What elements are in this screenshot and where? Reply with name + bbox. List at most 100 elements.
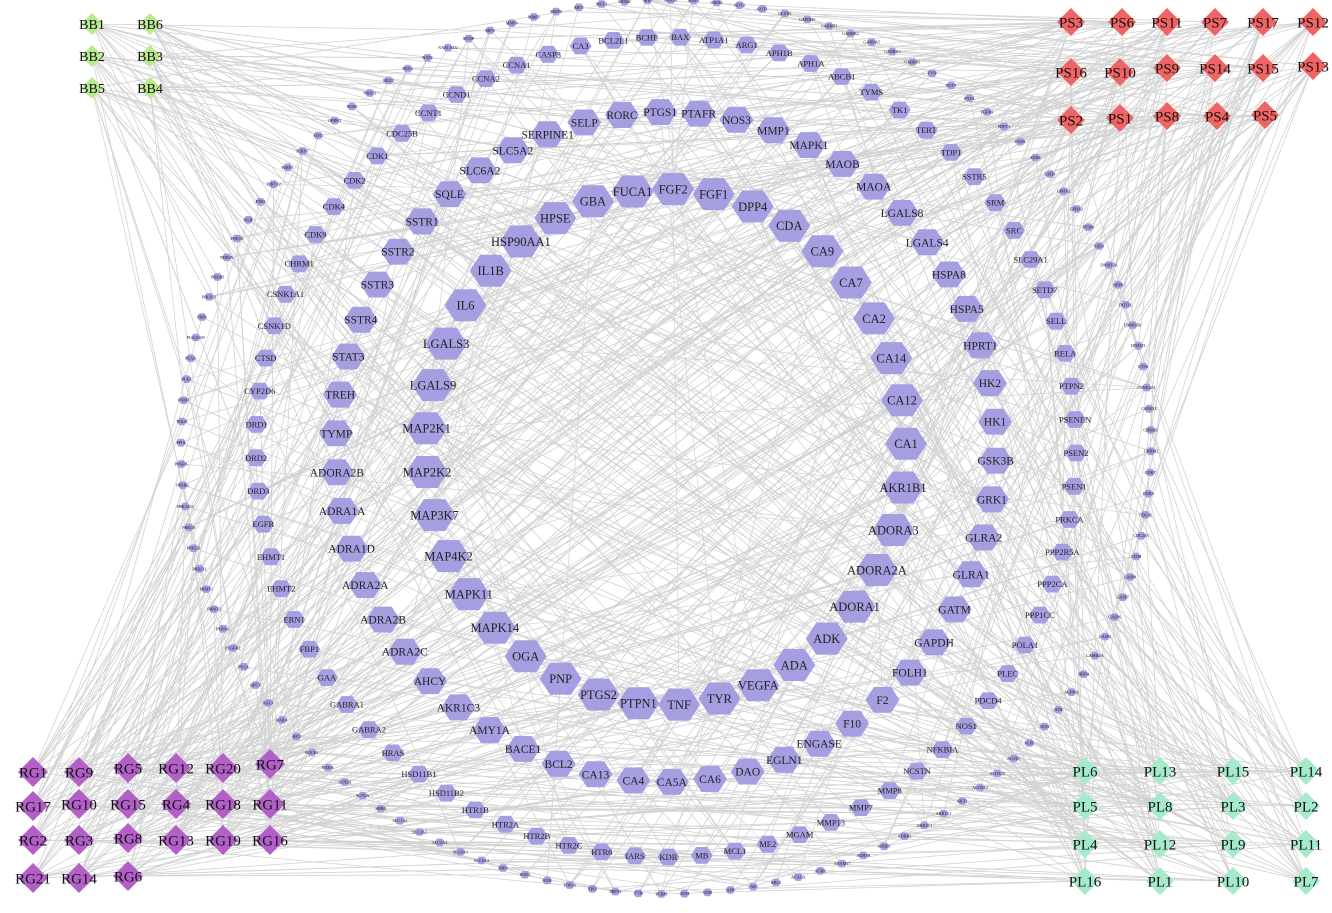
target-hexagon [665, 0, 676, 4]
target-label: F10 [843, 719, 861, 731]
target-label: PDE5A [220, 255, 233, 260]
edge-line [427, 471, 894, 531]
target-hexagon [247, 482, 270, 500]
target-label: NFKBIA [927, 745, 960, 755]
target-label: SETD7 [1032, 285, 1058, 295]
compound-diamond [255, 789, 285, 819]
target-label: NEU1 [402, 66, 413, 71]
edge-line [432, 52, 780, 386]
target-hexagon [830, 68, 853, 85]
compound-label: RG1 [19, 765, 47, 781]
edge-line [494, 556, 1137, 629]
edge-line [91, 87, 210, 297]
target-label: PTPN11 [216, 626, 230, 631]
target-label: AKT1 [957, 799, 968, 804]
edge-line [149, 23, 1005, 127]
target-label: GABRA5 [863, 40, 880, 45]
target-hexagon [865, 686, 900, 713]
target-hexagon [619, 0, 630, 6]
edge-line [209, 117, 1121, 298]
target-hexagon [306, 748, 317, 757]
target-node-epha2: EPHA2 [1070, 205, 1083, 213]
edge-line [1063, 191, 1161, 772]
target-label: PRKCQ [192, 566, 206, 571]
target-node-dpp4: DPP4 [731, 190, 774, 223]
target-node-kdr: KDR [657, 848, 680, 866]
target-hexagon [963, 332, 998, 359]
target-label: CDK5 [1143, 491, 1154, 496]
target-hexagon [611, 175, 654, 208]
target-label: ROCK1 [305, 750, 319, 755]
edge-line [181, 463, 894, 531]
target-label: P2RY12 [266, 182, 280, 187]
target-hexagon [669, 28, 692, 46]
target-node-arg1: ARG1 [736, 36, 758, 54]
edge-line [1094, 655, 1161, 845]
target-node-oga: OGA [504, 640, 547, 673]
compound-node-rg18: RG18 [205, 789, 241, 819]
target-label: MAP3K7 [410, 508, 459, 522]
target-hexagon [176, 438, 186, 447]
target-node-selp: SELP [567, 109, 602, 136]
target-node-adora1: ADORA1 [829, 590, 880, 623]
target-node-adra1d: ADRA1D [328, 535, 375, 562]
target-node-hk2: HK2 [972, 370, 1007, 396]
target-node-dpp8: DPP8 [1113, 281, 1123, 289]
target-label: NR3C1 [363, 91, 376, 96]
target-hexagon [417, 104, 440, 122]
edge-line [269, 694, 599, 805]
compound-node-rg20: RG20 [205, 753, 241, 783]
target-hexagon [366, 147, 389, 165]
target-hexagon [849, 799, 872, 817]
edge-line [524, 67, 1264, 875]
compound-node-bb6: BB6 [137, 13, 163, 35]
target-hexagon [238, 663, 249, 671]
target-node-ca13: CA13 [578, 761, 613, 788]
edge-line [32, 68, 409, 807]
target-node-brd4: BRD4 [1078, 670, 1090, 678]
edge-line [269, 787, 981, 841]
target-hexagon [756, 835, 779, 853]
target-node-top2a: TOP2A [563, 881, 576, 889]
target-hexagon [616, 767, 651, 794]
target-label: EHMT1 [257, 552, 285, 562]
edge-line [1147, 493, 1234, 845]
target-hexagon [319, 420, 354, 447]
edge-line [901, 212, 1161, 882]
edge-line [32, 457, 257, 773]
target-node-csnk1d: CSNK1D [258, 317, 291, 335]
target-label: HSP90AA1 [491, 235, 551, 249]
target-node-pik3ca: PIK3CA [202, 293, 217, 301]
target-label: CA2 [862, 312, 886, 326]
target-hexagon [801, 235, 844, 268]
target-node-prkcb: PRKCB [187, 544, 201, 553]
edge-line [222, 193, 715, 769]
target-hexagon [190, 333, 201, 342]
edge-line [269, 33, 851, 805]
target-hexagon [1145, 426, 1156, 434]
target-hexagon [966, 524, 1001, 551]
target-node-map2k1: MAP2K1 [402, 412, 451, 445]
target-hexagon [334, 535, 369, 562]
target-hexagon [681, 100, 716, 127]
target-node-fbp1: FBP1 [298, 640, 321, 658]
target-node-ppp1cc: PPP1CC [1025, 606, 1055, 624]
edge-line [91, 23, 461, 852]
target-node-plk1: PLK1 [182, 375, 192, 383]
compound-diamond [208, 753, 238, 783]
target-label: GAA [318, 673, 337, 683]
target-label: SLC6A3 [453, 849, 468, 854]
target-node-gabra5: GABRA5 [863, 38, 880, 46]
target-hexagon [719, 106, 754, 133]
compound-node-bb2: BB2 [79, 45, 105, 67]
target-label: CHRM1 [285, 259, 314, 269]
compound-node-ps2: PS2 [1057, 106, 1085, 134]
target-node-hpse: HPSE [534, 202, 577, 235]
target-node-ppp2ca: PPP2CA [1037, 575, 1068, 593]
target-node-tyr: TYR [698, 682, 741, 715]
target-label: FUT7 [946, 83, 956, 88]
compound-node-rg15: RG15 [110, 789, 146, 819]
edge-line [647, 0, 1123, 23]
edge-line [569, 119, 1072, 886]
